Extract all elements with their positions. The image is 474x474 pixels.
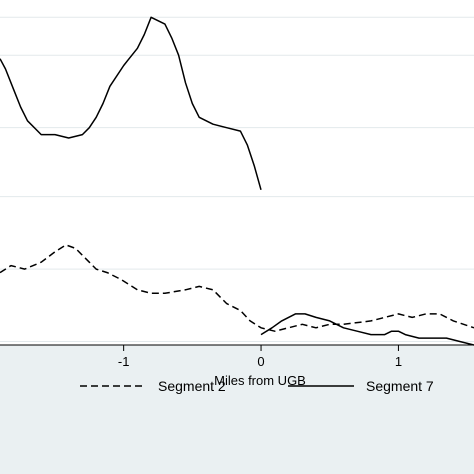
series-line-2 — [260, 313, 474, 346]
legend-label-1: Segment 7 — [366, 378, 434, 394]
series-layer — [0, 16, 474, 346]
series-line-0 — [0, 244, 474, 332]
legend: Segment 2 Segment 7 — [80, 378, 434, 394]
legend-label-0: Segment 2 — [158, 378, 226, 394]
gridlines — [0, 16, 474, 343]
plot-area — [0, 0, 474, 345]
x-tick-label-2: 1 — [395, 354, 402, 369]
x-axis-title: Miles from UGB — [214, 373, 306, 388]
series-line-1 — [0, 16, 262, 191]
x-tick-label-0: -1 — [118, 354, 130, 369]
x-ticks: -1 0 1 — [118, 345, 402, 369]
x-tick-label-1: 0 — [257, 354, 264, 369]
